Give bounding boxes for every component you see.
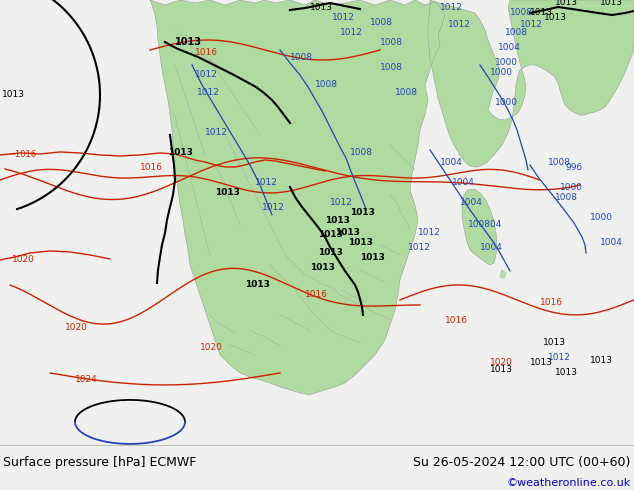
Text: 1008: 1008 xyxy=(395,88,418,97)
Polygon shape xyxy=(150,0,445,395)
Text: 1013: 1013 xyxy=(600,0,623,7)
Text: 1004: 1004 xyxy=(498,43,521,52)
Text: 1004: 1004 xyxy=(600,238,623,247)
Text: 1013: 1013 xyxy=(310,263,335,272)
Text: 1012: 1012 xyxy=(548,353,571,362)
Text: 1012: 1012 xyxy=(340,28,363,37)
Text: 1013: 1013 xyxy=(310,3,333,12)
Text: 1000: 1000 xyxy=(560,183,583,192)
Text: ~1016: ~1016 xyxy=(8,150,36,159)
Text: 1013: 1013 xyxy=(168,148,193,157)
Text: 1020: 1020 xyxy=(200,343,223,352)
Text: 1012: 1012 xyxy=(197,88,220,97)
Text: 1004: 1004 xyxy=(480,243,503,252)
Text: 1013: 1013 xyxy=(318,230,343,239)
Text: 1013: 1013 xyxy=(530,8,553,17)
Text: 1012: 1012 xyxy=(418,228,441,237)
Polygon shape xyxy=(500,270,506,278)
Text: 1013: 1013 xyxy=(543,338,566,347)
Text: 1004: 1004 xyxy=(452,178,475,187)
Text: 1024: 1024 xyxy=(75,375,98,384)
Text: 1008: 1008 xyxy=(380,38,403,47)
Text: 1013: 1013 xyxy=(245,280,270,289)
Text: 1008: 1008 xyxy=(370,18,393,27)
Text: Surface pressure [hPa] ECMWF: Surface pressure [hPa] ECMWF xyxy=(3,456,197,468)
Text: 1012: 1012 xyxy=(332,13,355,22)
Text: 1013: 1013 xyxy=(215,188,240,197)
Text: 1012: 1012 xyxy=(520,20,543,29)
Text: 1004: 1004 xyxy=(460,198,483,207)
Text: 1000: 1000 xyxy=(495,98,518,107)
Text: 1013: 1013 xyxy=(590,356,613,365)
Text: 1013: 1013 xyxy=(318,248,343,257)
Text: 1012: 1012 xyxy=(255,178,278,187)
Text: Su 26-05-2024 12:00 UTC (00+60): Su 26-05-2024 12:00 UTC (00+60) xyxy=(413,456,631,468)
Polygon shape xyxy=(428,0,634,167)
Text: 1012: 1012 xyxy=(330,198,353,207)
Text: 1013: 1013 xyxy=(348,238,373,247)
Text: 1013: 1013 xyxy=(490,365,513,374)
Text: 1008: 1008 xyxy=(548,158,571,167)
Text: 1004: 1004 xyxy=(440,158,463,167)
Text: 1016: 1016 xyxy=(540,298,563,307)
Text: 1013: 1013 xyxy=(530,358,553,367)
Text: 1013: 1013 xyxy=(544,13,567,22)
Text: 1000: 1000 xyxy=(490,68,513,77)
Text: 1012: 1012 xyxy=(262,203,285,212)
Text: 1008: 1008 xyxy=(315,80,338,89)
Text: 1000: 1000 xyxy=(495,58,518,67)
Text: 1012: 1012 xyxy=(205,128,228,137)
Polygon shape xyxy=(600,0,634,55)
Text: ©weatheronline.co.uk: ©weatheronline.co.uk xyxy=(507,478,631,488)
Text: 1013: 1013 xyxy=(360,253,385,262)
Text: 1016: 1016 xyxy=(445,316,468,325)
Text: 1008: 1008 xyxy=(290,53,313,62)
Text: 996: 996 xyxy=(565,163,582,172)
Text: 1020: 1020 xyxy=(65,323,88,332)
Text: 1020: 1020 xyxy=(490,358,513,367)
Text: 1008: 1008 xyxy=(510,8,533,17)
Text: 1013: 1013 xyxy=(175,37,202,47)
Text: 1013: 1013 xyxy=(555,368,578,377)
Text: 1013: 1013 xyxy=(555,0,578,7)
Text: 1013: 1013 xyxy=(350,208,375,217)
Text: 1013: 1013 xyxy=(335,228,360,237)
Text: 1016: 1016 xyxy=(195,48,218,57)
Text: 1008: 1008 xyxy=(505,28,528,37)
Text: 1016: 1016 xyxy=(140,163,163,172)
Text: 1016: 1016 xyxy=(305,290,328,299)
Text: 1000: 1000 xyxy=(590,213,613,222)
Text: 1008: 1008 xyxy=(350,148,373,157)
Text: 1013: 1013 xyxy=(325,216,350,225)
Text: 100804: 100804 xyxy=(468,220,502,229)
Text: 1012: 1012 xyxy=(448,20,471,29)
Text: 1008: 1008 xyxy=(555,193,578,202)
Text: 1020: 1020 xyxy=(12,255,35,264)
Text: 1012: 1012 xyxy=(195,70,218,79)
Text: 1013: 1013 xyxy=(2,90,25,99)
Text: 1012: 1012 xyxy=(440,3,463,12)
Text: 1008: 1008 xyxy=(380,63,403,72)
Polygon shape xyxy=(462,189,497,265)
Text: 1012: 1012 xyxy=(408,243,431,252)
